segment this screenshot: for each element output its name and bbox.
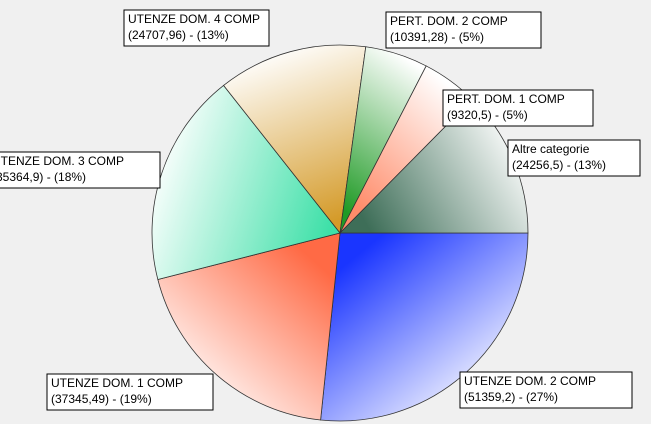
slice-label: UTENZE DOM. 4 COMP (128, 12, 260, 26)
slice-label: UTENZE DOM. 1 COMP (51, 376, 183, 390)
label-box (123, 9, 270, 47)
label-box (442, 89, 594, 127)
label-box (0, 151, 161, 189)
pie-slice (157, 232, 341, 421)
slice-value-label: (51359,2) - (27%) (464, 390, 558, 404)
label-box (46, 373, 214, 411)
slice-value-label: (37345,49) - (19%) (51, 392, 152, 406)
slice-label: PERT. DOM. 2 COMP (390, 14, 508, 28)
label-box (385, 11, 542, 49)
slice-label: Altre categorie (512, 142, 590, 156)
pie-slice (222, 44, 367, 234)
slice-value-label: (9320,5) - (5%) (447, 108, 528, 122)
pie-slice (151, 84, 341, 280)
slice-value-label: (24256,5) - (13%) (512, 158, 606, 172)
slice-value-label: (24707,96) - (13%) (128, 28, 229, 42)
label-box (507, 139, 641, 177)
slice-label: UTENZE DOM. 2 COMP (464, 374, 596, 388)
label-box (459, 371, 633, 409)
slice-value-label: (10391,28) - (5%) (390, 30, 484, 44)
slice-label: PERT. DOM. 1 COMP (447, 92, 565, 106)
slice-label: UTENZE DOM. 3 COMP (0, 154, 124, 168)
slice-value-label: (35364,9) - (18%) (0, 170, 86, 184)
